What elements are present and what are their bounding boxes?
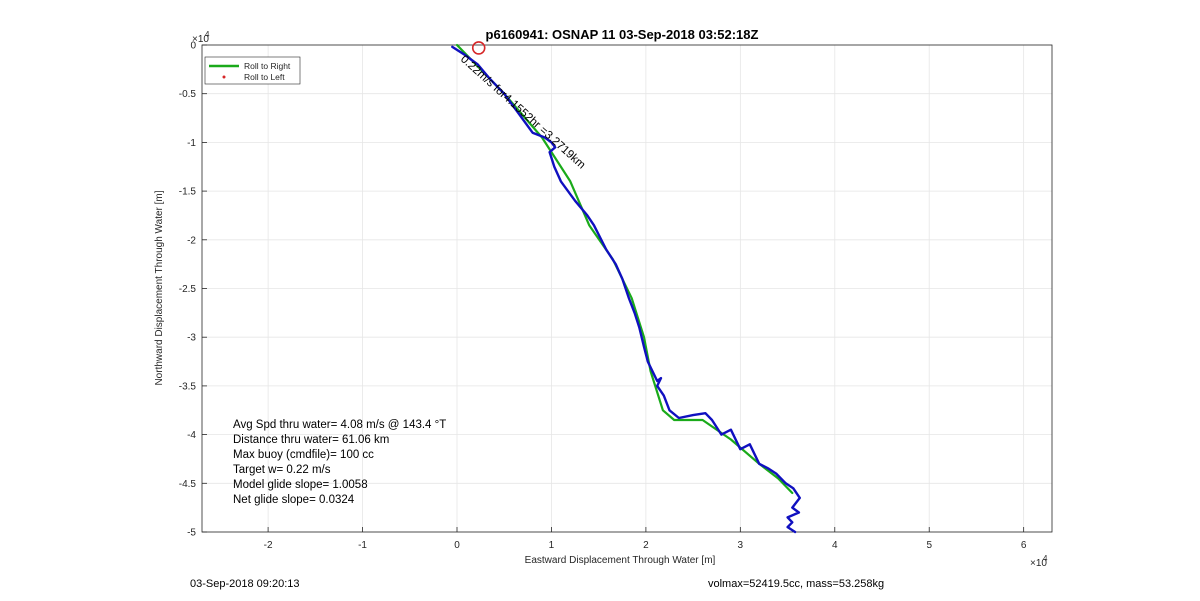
grid [202, 44, 1052, 533]
info-line: Max buoy (cmdfile)= 100 cc [233, 449, 374, 461]
x-exponent-label: ×10 4 [1030, 554, 1048, 569]
series-line-roll-right [455, 43, 794, 495]
y-tick-label: -4 [187, 430, 196, 441]
info-line: Avg Spd thru water= 4.08 m/s @ 143.4 °T [233, 419, 446, 431]
start-marker [471, 41, 486, 55]
svg-text:×10: ×10 [192, 34, 209, 45]
info-line: Target w= 0.22 m/s [233, 464, 331, 476]
x-tick-label: -2 [264, 540, 273, 551]
legend-label-roll-left: Roll to Left [244, 72, 285, 82]
legend-marker-roll-left [222, 75, 226, 79]
y-tick-label: -3.5 [179, 381, 197, 392]
svg-text:4: 4 [205, 30, 210, 39]
axis-ticks: -2 -1 0 1 2 3 4 5 6 0 -0.5 -1 -1.5 -2 -2.5 -3 -3.5 -4 -4.5… [179, 41, 1027, 552]
legend: Roll to Right Roll to Left [204, 56, 301, 85]
info-line: Model glide slope= 1.0058 [233, 479, 368, 491]
track-annotation: 0.22m/s for4.1552hr =3.2719km [458, 53, 587, 171]
y-exponent-label: ×10 4 [192, 30, 210, 45]
y-tick-label: -0.5 [179, 89, 197, 100]
x-tick-label: 6 [1021, 540, 1027, 551]
series-line-glider-track [451, 45, 801, 534]
markers [471, 41, 486, 55]
x-tick-label: 4 [832, 540, 838, 551]
info-line: Distance thru water= 61.06 km [233, 434, 389, 446]
legend-box [204, 56, 301, 85]
y-tick-label: -2.5 [179, 284, 197, 295]
chart-title: p6160941: OSNAP 11 03-Sep-2018 03:52:18Z [486, 27, 759, 42]
footer-timestamp: 03-Sep-2018 09:20:13 [190, 578, 300, 590]
x-tick-label: 0 [454, 540, 460, 551]
x-tick-label: 3 [738, 540, 744, 551]
svg-text:×10: ×10 [1030, 558, 1047, 569]
x-tick-label: -1 [358, 540, 367, 551]
y-tick-label: -3 [187, 333, 196, 344]
legend-label-roll-right: Roll to Right [244, 61, 291, 71]
y-axis-label: Northward Displacement Through Water [m] [154, 190, 165, 385]
footer-mass-info: volmax=52419.5cc, mass=53.258kg [708, 578, 885, 590]
x-tick-label: 1 [549, 540, 555, 551]
svg-text:4: 4 [1043, 554, 1048, 563]
y-tick-label: -1.5 [179, 187, 197, 198]
y-tick-label: -4.5 [179, 479, 197, 490]
y-tick-label: 0 [190, 41, 196, 52]
x-tick-label: 2 [643, 540, 649, 551]
y-tick-label: -2 [187, 235, 196, 246]
info-text-block: Avg Spd thru water= 4.08 m/s @ 143.4 °T … [233, 419, 446, 506]
info-line: Net glide slope= 0.0324 [233, 494, 355, 506]
x-axis-label: Eastward Displacement Through Water [m] [525, 555, 716, 566]
series [451, 43, 801, 534]
x-tick-label: 5 [926, 540, 932, 551]
y-tick-label: -1 [187, 138, 196, 149]
y-tick-label: -5 [187, 528, 196, 539]
